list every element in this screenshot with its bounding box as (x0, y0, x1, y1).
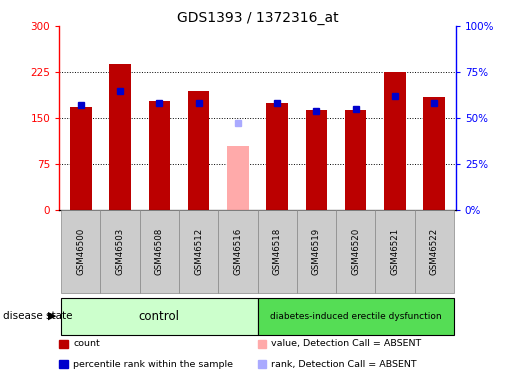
Bar (336, 210, 375, 292)
Bar (415, 210, 454, 292)
Bar (188, 91, 210, 210)
Text: percentile rank within the sample: percentile rank within the sample (73, 360, 233, 369)
Text: GSM46503: GSM46503 (115, 228, 125, 275)
Text: GSM46508: GSM46508 (155, 228, 164, 275)
Bar (258, 298, 454, 335)
Bar (227, 146, 249, 210)
Text: count: count (73, 339, 100, 348)
Bar (109, 64, 131, 210)
Bar (61, 298, 258, 335)
Bar (59, 360, 68, 368)
Text: GSM46521: GSM46521 (390, 228, 400, 275)
Text: GSM46512: GSM46512 (194, 228, 203, 275)
Bar (218, 210, 258, 292)
Text: GSM46516: GSM46516 (233, 228, 243, 275)
Bar (297, 210, 336, 292)
Bar (148, 101, 170, 210)
Bar (423, 97, 445, 210)
Text: GSM46522: GSM46522 (430, 228, 439, 275)
Text: rank, Detection Call = ABSENT: rank, Detection Call = ABSENT (271, 360, 417, 369)
Bar (179, 210, 218, 292)
Text: control: control (139, 309, 180, 322)
Text: value, Detection Call = ABSENT: value, Detection Call = ABSENT (271, 339, 422, 348)
Bar (375, 210, 415, 292)
Text: GSM46519: GSM46519 (312, 228, 321, 275)
Bar (384, 72, 406, 210)
Text: GSM46518: GSM46518 (272, 228, 282, 275)
Title: GDS1393 / 1372316_at: GDS1393 / 1372316_at (177, 11, 338, 25)
Bar (100, 210, 140, 292)
Bar (266, 103, 288, 210)
Text: diabetes-induced erectile dysfunction: diabetes-induced erectile dysfunction (270, 312, 441, 321)
Text: GSM46520: GSM46520 (351, 228, 360, 275)
Bar (70, 107, 92, 210)
Text: disease state: disease state (3, 311, 72, 321)
Bar (59, 340, 68, 348)
Bar (345, 110, 367, 210)
Bar (61, 210, 100, 292)
Bar (258, 210, 297, 292)
Bar (140, 210, 179, 292)
Bar (305, 110, 327, 210)
Text: ▶: ▶ (48, 311, 57, 321)
Bar (258, 360, 266, 368)
Text: GSM46500: GSM46500 (76, 228, 85, 275)
Bar (258, 340, 266, 348)
